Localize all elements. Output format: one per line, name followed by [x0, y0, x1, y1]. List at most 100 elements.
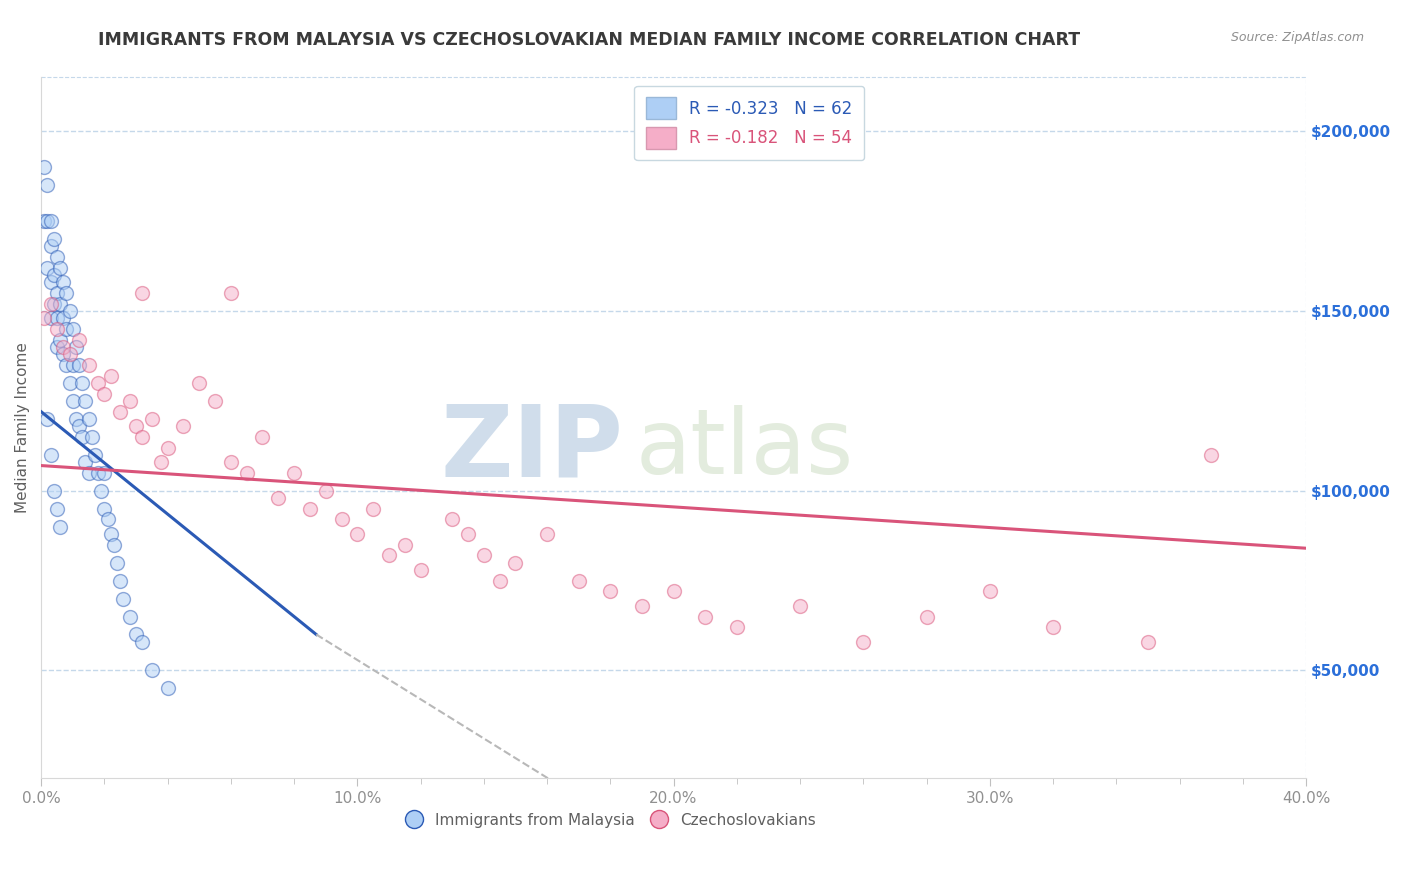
Point	[70, 430, 93, 444]
Point	[39, 448, 62, 462]
Point	[188, 376, 211, 390]
Point	[662, 584, 685, 599]
Point	[39, 297, 62, 311]
Point	[915, 609, 938, 624]
Point	[42, 297, 65, 311]
Point	[45, 250, 67, 264]
Point	[108, 405, 131, 419]
Point	[39, 214, 62, 228]
Point	[441, 512, 464, 526]
Point	[58, 376, 80, 390]
Point	[283, 466, 305, 480]
Point	[695, 609, 717, 624]
Point	[62, 322, 84, 336]
Point	[488, 574, 510, 588]
Point	[131, 430, 153, 444]
Legend: Immigrants from Malaysia, Czechoslovakians: Immigrants from Malaysia, Czechoslovakia…	[398, 806, 823, 834]
Point	[77, 358, 100, 372]
Point	[378, 549, 401, 563]
Point	[37, 214, 59, 228]
Point	[472, 549, 495, 563]
Point	[67, 333, 90, 347]
Point	[83, 448, 105, 462]
Point	[67, 419, 90, 434]
Point	[108, 574, 131, 588]
Point	[100, 368, 122, 383]
Point	[568, 574, 591, 588]
Point	[52, 347, 75, 361]
Point	[52, 275, 75, 289]
Point	[37, 178, 59, 193]
Point	[52, 340, 75, 354]
Point	[70, 376, 93, 390]
Point	[150, 455, 173, 469]
Point	[39, 311, 62, 326]
Point	[80, 430, 103, 444]
Point	[141, 412, 163, 426]
Point	[505, 556, 527, 570]
Point	[852, 634, 875, 648]
Point	[125, 627, 148, 641]
Point	[87, 466, 110, 480]
Point	[1199, 448, 1222, 462]
Point	[536, 526, 558, 541]
Point	[58, 304, 80, 318]
Point	[267, 491, 290, 505]
Point	[39, 239, 62, 253]
Point	[118, 393, 141, 408]
Point	[65, 412, 87, 426]
Point	[37, 260, 59, 275]
Text: IMMIGRANTS FROM MALAYSIA VS CZECHOSLOVAKIAN MEDIAN FAMILY INCOME CORRELATION CHA: IMMIGRANTS FROM MALAYSIA VS CZECHOSLOVAK…	[98, 31, 1081, 49]
Point	[631, 599, 654, 613]
Y-axis label: Median Family Income: Median Family Income	[15, 343, 30, 513]
Point	[45, 501, 67, 516]
Point	[62, 358, 84, 372]
Point	[67, 358, 90, 372]
Point	[90, 483, 112, 498]
Point	[204, 393, 226, 408]
Point	[42, 483, 65, 498]
Point	[39, 275, 62, 289]
Point	[52, 311, 75, 326]
Point	[979, 584, 1001, 599]
Point	[55, 322, 77, 336]
Point	[1042, 620, 1064, 634]
Point	[100, 526, 122, 541]
Point	[409, 563, 432, 577]
Point	[65, 340, 87, 354]
Point	[725, 620, 748, 634]
Point	[75, 455, 97, 469]
Point	[96, 512, 118, 526]
Text: atlas: atlas	[636, 405, 853, 493]
Point	[32, 214, 55, 228]
Point	[125, 419, 148, 434]
Point	[599, 584, 621, 599]
Point	[361, 501, 384, 516]
Point	[75, 393, 97, 408]
Point	[105, 556, 128, 570]
Point	[457, 526, 479, 541]
Point	[330, 512, 353, 526]
Point	[32, 161, 55, 175]
Point	[45, 286, 67, 301]
Point	[235, 466, 257, 480]
Point	[37, 412, 59, 426]
Point	[252, 430, 274, 444]
Point	[131, 286, 153, 301]
Point	[32, 311, 55, 326]
Point	[58, 347, 80, 361]
Point	[42, 268, 65, 282]
Point	[172, 419, 194, 434]
Point	[156, 441, 179, 455]
Point	[156, 681, 179, 696]
Point	[346, 526, 368, 541]
Point	[49, 333, 72, 347]
Point	[93, 386, 115, 401]
Point	[219, 455, 242, 469]
Point	[93, 466, 115, 480]
Point	[77, 412, 100, 426]
Point	[49, 260, 72, 275]
Point	[93, 501, 115, 516]
Text: ZIP: ZIP	[440, 401, 623, 498]
Point	[394, 538, 416, 552]
